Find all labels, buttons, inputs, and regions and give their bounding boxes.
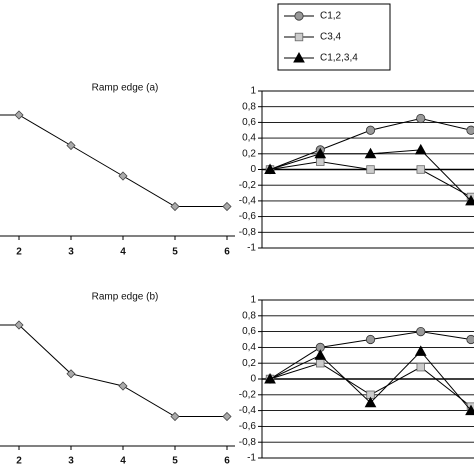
marker — [365, 334, 376, 345]
x-tick-label: 2 — [16, 456, 22, 467]
y-tick-label: 1 — [250, 295, 256, 306]
marker — [366, 165, 375, 174]
marker — [14, 110, 24, 120]
y-tick-label: -0,2 — [239, 180, 257, 191]
y-tick-label: -0,4 — [239, 196, 257, 207]
marker — [222, 411, 232, 422]
y-tick-label: 0,8 — [242, 101, 256, 112]
x-tick-label: 3 — [68, 456, 74, 467]
marker — [314, 147, 327, 159]
marker — [414, 345, 427, 356]
marker — [416, 326, 426, 337]
legend-marker — [294, 11, 304, 21]
y-tick-label: 0,4 — [242, 342, 256, 353]
y-tick-label: 0,6 — [242, 117, 256, 128]
y-tick-label: -0,6 — [239, 211, 257, 222]
marker — [465, 194, 474, 206]
y-tick-label: 0,6 — [242, 326, 256, 337]
marker — [170, 201, 180, 212]
y-tick-label: 0,4 — [242, 133, 256, 144]
marker — [14, 320, 24, 330]
x-tick-label: 6 — [224, 456, 230, 467]
y-tick-label: -0,4 — [239, 405, 257, 416]
marker — [66, 140, 76, 151]
marker — [316, 358, 325, 368]
series-line — [0, 324, 227, 417]
marker — [466, 334, 474, 345]
y-tick-label: 0 — [250, 164, 256, 175]
legend-label: C1,2,3,4 — [320, 53, 358, 64]
y-tick-label: -1 — [247, 243, 256, 254]
y-tick-label: -0,6 — [239, 421, 257, 432]
marker — [364, 396, 377, 408]
x-tick-label: 2 — [16, 247, 22, 258]
marker — [118, 381, 128, 391]
marker — [465, 404, 474, 416]
y-tick-label: -0,8 — [239, 437, 257, 448]
marker — [466, 125, 474, 135]
legend-marker — [294, 32, 304, 42]
x-tick-label: 4 — [120, 247, 126, 258]
legend-label: C3,4 — [320, 32, 342, 43]
y-tick-label: -0,8 — [239, 227, 257, 238]
y-tick-label: -1 — [247, 453, 256, 464]
marker — [314, 349, 327, 360]
y-tick-label: 0,8 — [242, 310, 256, 321]
marker — [222, 201, 232, 212]
marker — [416, 362, 425, 372]
y-tick-label: -0,2 — [239, 389, 257, 400]
marker — [118, 171, 128, 181]
marker — [316, 157, 325, 166]
marker — [416, 165, 425, 174]
marker — [264, 372, 276, 384]
series-line — [0, 114, 227, 207]
marker — [414, 143, 427, 155]
x-tick-label: 4 — [120, 456, 126, 467]
y-tick-label: 0,2 — [242, 148, 256, 159]
y-tick-label: 1 — [250, 86, 256, 97]
x-tick-label: 5 — [172, 247, 178, 258]
y-tick-label: 0,2 — [242, 358, 256, 369]
marker — [416, 113, 426, 124]
marker — [264, 163, 276, 174]
marker — [365, 125, 376, 135]
chart-title: Ramp edge (b) — [92, 292, 159, 303]
legend-marker — [293, 51, 305, 63]
x-tick-label: 5 — [172, 456, 178, 467]
x-tick-label: 3 — [68, 247, 74, 258]
chart-title: Ramp edge (a) — [92, 83, 159, 94]
marker — [170, 411, 180, 422]
marker — [364, 147, 377, 159]
marker — [66, 369, 76, 379]
y-tick-label: 0 — [250, 374, 256, 385]
legend-label: C1,2 — [320, 11, 342, 22]
x-tick-label: 6 — [224, 247, 230, 258]
